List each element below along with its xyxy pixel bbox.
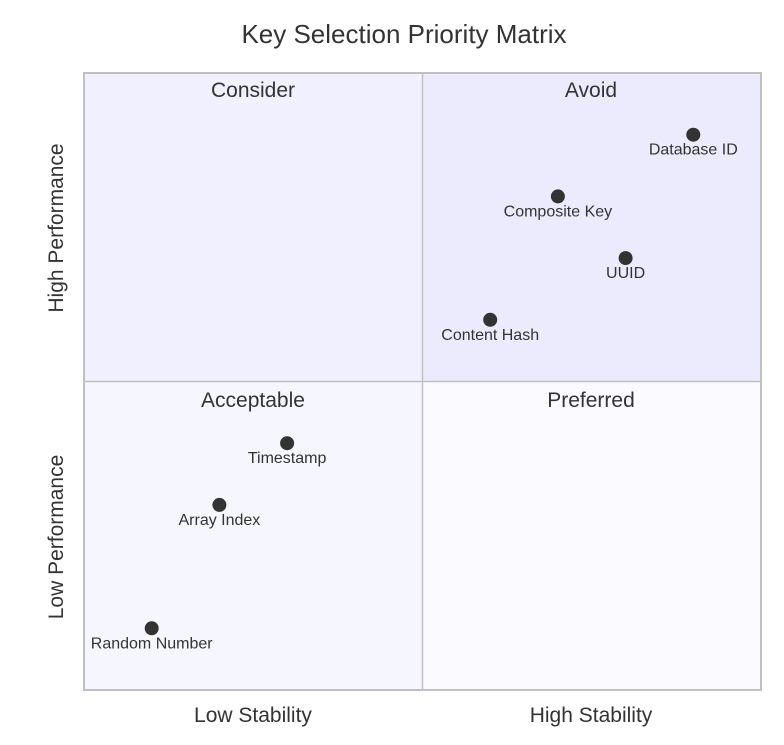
quadrant-bottom-left [84, 381, 423, 690]
x-axis-label-low: Low Stability [194, 704, 312, 727]
quadrant-label-acceptable: Acceptable [201, 389, 305, 412]
point-database-id [686, 127, 701, 142]
quadrant-label-avoid: Avoid [565, 79, 617, 102]
point-label-timestamp: Timestamp [248, 450, 327, 467]
point-label-random-number: Random Number [91, 635, 214, 652]
point-composite-key [550, 189, 565, 204]
point-label-array-index: Array Index [178, 512, 260, 529]
y-axis-label-low: Low Performance [45, 455, 68, 620]
quadrant-label-consider: Consider [211, 79, 295, 102]
point-array-index [212, 497, 227, 512]
point-label-uuid: UUID [606, 265, 645, 282]
data-points: Database ID Composite Key UUID Content Hash… [91, 127, 738, 652]
point-content-hash [483, 312, 498, 327]
point-timestamp [280, 436, 295, 451]
point-label-database-id: Database ID [649, 142, 738, 159]
quadrant-top-left [84, 73, 423, 382]
quadrant-bottom-right [422, 381, 761, 690]
y-axis-label-high: High Performance [45, 143, 68, 312]
point-label-composite-key: Composite Key [504, 203, 613, 220]
point-label-content-hash: Content Hash [441, 327, 539, 344]
quadrant-top-right [422, 73, 761, 382]
plot-border [83, 72, 762, 691]
x-axis-label-high: High Stability [530, 704, 653, 727]
point-uuid [618, 251, 633, 266]
chart-title: Key Selection Priority Matrix [241, 19, 566, 49]
quadrant-label-preferred: Preferred [547, 389, 635, 412]
point-random-number [144, 621, 159, 636]
